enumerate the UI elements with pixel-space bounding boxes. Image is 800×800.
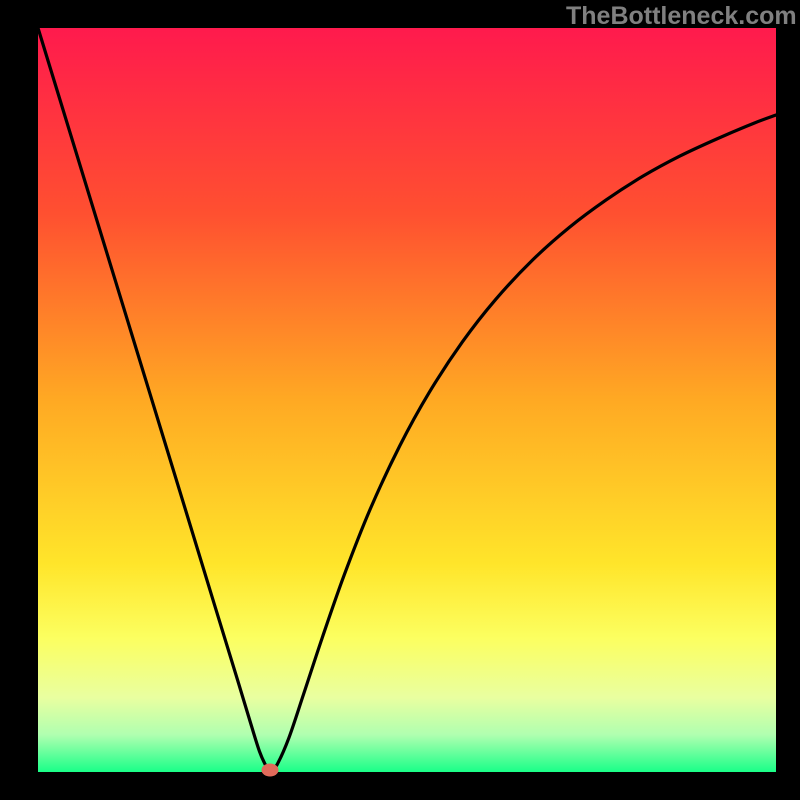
bottleneck-curve: [0, 0, 800, 800]
watermark-text: TheBottleneck.com: [566, 2, 797, 31]
curve-path: [38, 28, 776, 772]
chart-frame: TheBottleneck.com: [0, 0, 800, 800]
minimum-marker: [262, 763, 279, 776]
